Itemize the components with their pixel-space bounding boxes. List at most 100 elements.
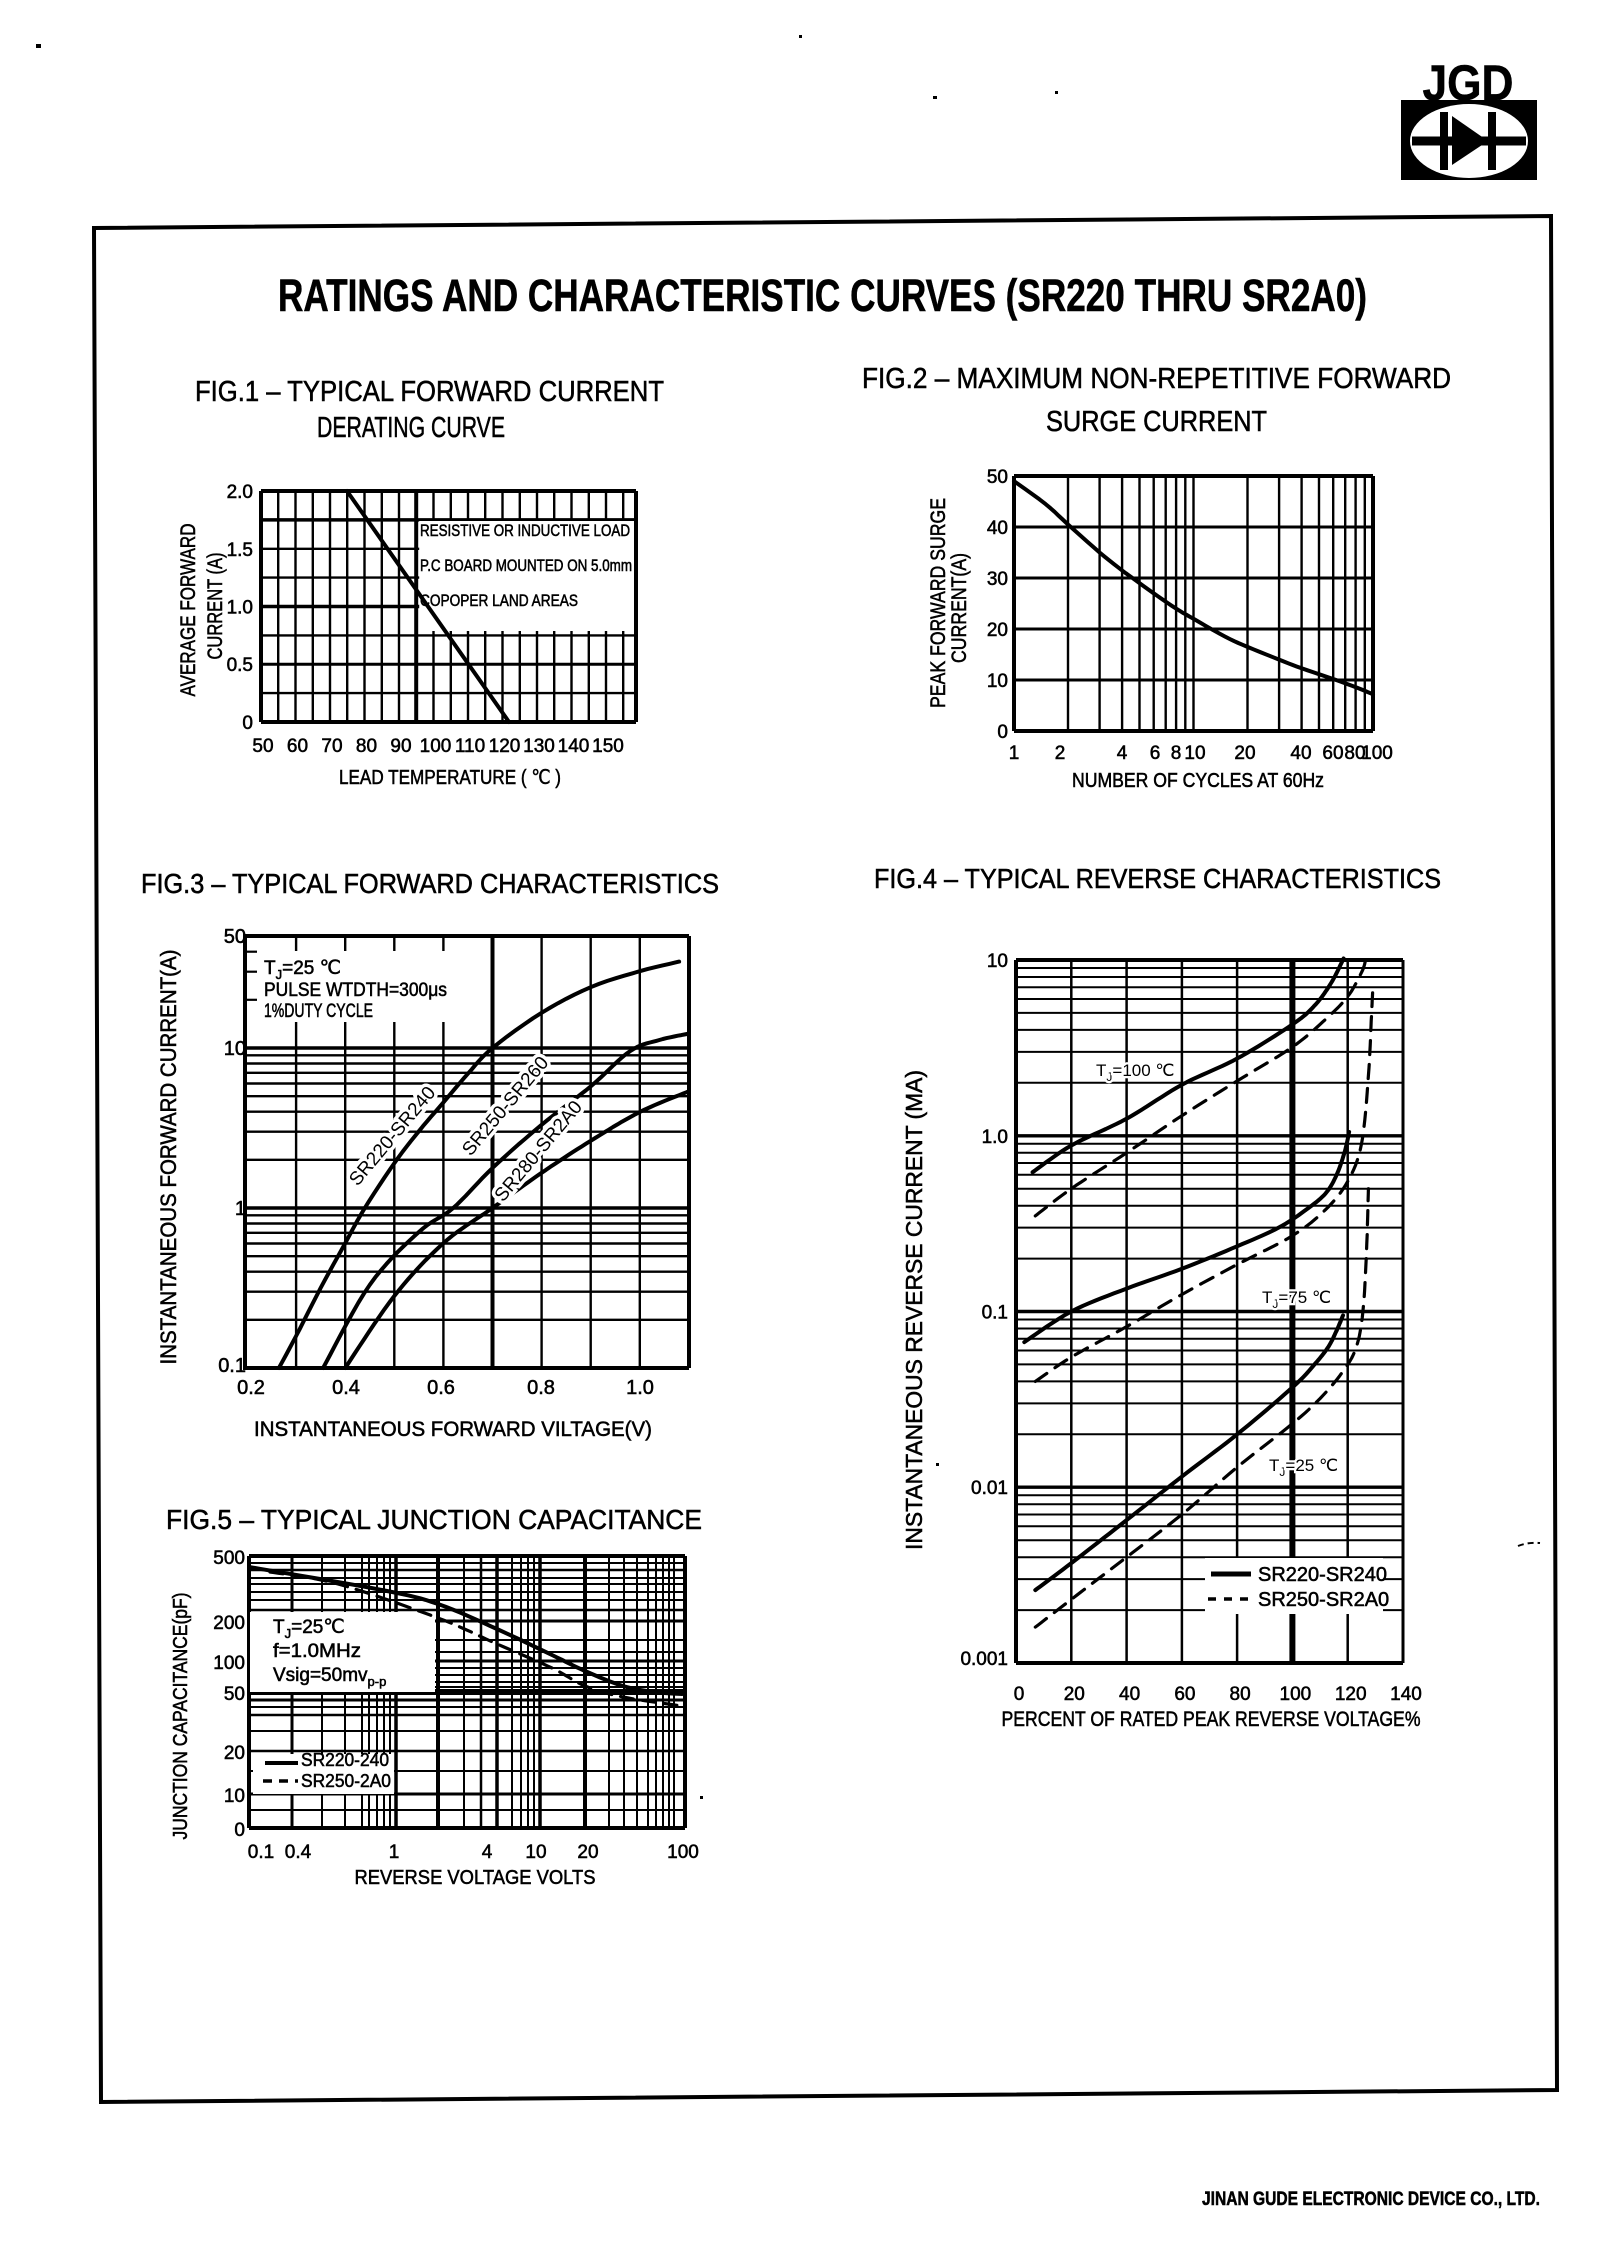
svg-text:1.0: 1.0 [227,598,253,619]
svg-text:20: 20 [1234,743,1255,764]
svg-text:0.5: 0.5 [227,655,253,676]
svg-text:60: 60 [1322,743,1343,764]
svg-text:140: 140 [558,736,590,757]
svg-text:0.1: 0.1 [248,1842,274,1863]
svg-text:FIG.3 – TYPICAL FORWARD CHARAC: FIG.3 – TYPICAL FORWARD CHARACTERISTICS [141,868,719,899]
svg-text:TJ=25℃: TJ=25℃ [273,1617,345,1641]
svg-text:RESISTIVE OR INDUCTIVE LOAD: RESISTIVE OR INDUCTIVE LOAD [420,522,630,540]
svg-text:PERCENT OF RATED PEAK REVERSE: PERCENT OF RATED PEAK REVERSE VOLTAGE% [1002,1708,1421,1731]
svg-text:80: 80 [1344,743,1365,764]
svg-text:100: 100 [420,736,452,757]
svg-text:80: 80 [356,736,377,757]
svg-text:8: 8 [1171,743,1182,764]
svg-text:0: 0 [1014,1684,1025,1705]
svg-text:0: 0 [242,713,253,734]
svg-text:120: 120 [1335,1684,1367,1705]
svg-text:50: 50 [224,1684,245,1705]
svg-text:FIG.4 – TYPICAL REVERSE CHARAC: FIG.4 – TYPICAL REVERSE CHARACTERISTICS [874,863,1441,894]
svg-text:100: 100 [1280,1684,1312,1705]
svg-text:200: 200 [213,1613,245,1634]
svg-text:COPOPER LAND AREAS: COPOPER LAND AREAS [420,592,578,610]
svg-text:RATINGS AND CHARACTERISTIC CUR: RATINGS AND CHARACTERISTIC CURVES (SR220… [278,270,1367,321]
svg-text:AVERAGE FORWARD: AVERAGE FORWARD [177,524,200,697]
svg-text:PEAK FORWARD SURGE: PEAK FORWARD SURGE [927,498,950,708]
svg-text:6: 6 [1150,743,1161,764]
svg-text:10: 10 [525,1842,546,1863]
svg-text:40: 40 [1119,1684,1140,1705]
svg-text:10: 10 [1184,743,1205,764]
svg-text:0: 0 [997,722,1008,743]
svg-text:INSTANTANEOUS REVERSE CURRENT: INSTANTANEOUS REVERSE CURRENT (MA) [901,1070,927,1550]
svg-text:CURRENT(A): CURRENT(A) [948,553,971,663]
svg-text:SR250-SR2A0: SR250-SR2A0 [1258,1589,1389,1611]
svg-text:10: 10 [987,671,1008,692]
svg-text:REVERSE VOLTAGE VOLTS: REVERSE VOLTAGE VOLTS [355,1867,596,1889]
svg-text:DERATING CURVE: DERATING CURVE [317,412,505,444]
svg-text:0.2: 0.2 [237,1377,265,1399]
svg-text:1.0: 1.0 [626,1377,654,1399]
svg-text:100: 100 [213,1653,245,1674]
svg-text:FIG.1 – TYPICAL FORWARD CURREN: FIG.1 – TYPICAL FORWARD CURRENT [195,376,664,408]
svg-text:LEAD TEMPERATURE ( ℃ ): LEAD TEMPERATURE ( ℃ ) [339,767,561,789]
svg-text:SR220-SR240: SR220-SR240 [1258,1564,1387,1586]
svg-text:0.01: 0.01 [971,1478,1008,1499]
svg-text:30: 30 [987,569,1008,590]
svg-text:100: 100 [1361,743,1393,764]
svg-text:50: 50 [987,467,1008,488]
svg-text:90: 90 [390,736,411,757]
svg-text:50: 50 [252,736,273,757]
svg-text:0.4: 0.4 [332,1377,360,1399]
svg-text:FIG.2 – MAXIMUM NON-REPETITIVE: FIG.2 – MAXIMUM NON-REPETITIVE FORWARD [862,363,1451,395]
svg-text:140: 140 [1390,1684,1422,1705]
svg-text:f=1.0MHz: f=1.0MHz [273,1641,361,1662]
svg-text:FIG.5 – TYPICAL JUNCTION CAPAC: FIG.5 – TYPICAL JUNCTION CAPACITANCE [166,1504,702,1535]
svg-text:P.C BOARD MOUNTED ON 5.0mm: P.C BOARD MOUNTED ON 5.0mm [420,557,632,575]
svg-text:0: 0 [234,1820,245,1841]
svg-text:20: 20 [577,1842,598,1863]
svg-text:SR250-2A0: SR250-2A0 [301,1770,391,1791]
svg-text:20: 20 [987,620,1008,641]
svg-text:SURGE CURRENT: SURGE CURRENT [1046,406,1267,438]
svg-text:INSTANTANEOUS FORWARD VILTAG: INSTANTANEOUS FORWARD VILTAGE(V) [254,1418,652,1441]
svg-text:70: 70 [321,736,342,757]
svg-text:SR220-240: SR220-240 [301,1749,389,1770]
svg-text:INSTANTANEOUS FORWARD CURREN: INSTANTANEOUS FORWARD CURRENT(A) [156,950,181,1365]
svg-text:1.0: 1.0 [982,1127,1008,1148]
svg-text:100: 100 [667,1842,699,1863]
svg-text:PULSE WTDTH=300μs: PULSE WTDTH=300μs [264,980,447,1001]
svg-text:0.8: 0.8 [527,1377,555,1399]
svg-text:1%DUTY CYCLE: 1%DUTY CYCLE [264,1001,373,1022]
svg-text:50: 50 [224,926,246,948]
svg-text:80: 80 [1230,1684,1251,1705]
svg-text:10: 10 [224,1786,245,1807]
svg-text:4: 4 [1117,743,1128,764]
svg-text:TJ=25 ℃: TJ=25 ℃ [264,958,341,982]
svg-text:Vsig=50mvp-p: Vsig=50mvp-p [273,1665,386,1689]
svg-text:1: 1 [389,1842,400,1863]
svg-text:120: 120 [489,736,521,757]
svg-text:150: 150 [592,736,624,757]
svg-text:0.001: 0.001 [960,1649,1008,1670]
svg-text:10: 10 [224,1038,246,1060]
svg-text:CURRENT (A): CURRENT (A) [204,553,227,660]
svg-text:500: 500 [213,1548,245,1569]
svg-text:0.1: 0.1 [982,1303,1008,1324]
svg-text:2.0: 2.0 [227,482,253,503]
svg-text:1.5: 1.5 [227,540,253,561]
svg-text:1: 1 [235,1198,246,1220]
svg-text:20: 20 [224,1743,245,1764]
svg-text:1: 1 [1009,743,1020,764]
svg-text:2: 2 [1055,743,1066,764]
svg-text:4: 4 [482,1842,493,1863]
svg-text:110: 110 [455,736,485,757]
svg-text:0.6: 0.6 [427,1377,455,1399]
svg-text:0.1: 0.1 [218,1355,246,1377]
svg-text:JUNCTION CAPACITANCE(pF): JUNCTION CAPACITANCE(pF) [170,1593,192,1840]
svg-text:JINAN GUDE ELECTRONIC DEVICE C: JINAN GUDE ELECTRONIC DEVICE CO., LTD. [1202,2189,1540,2210]
svg-text:20: 20 [1064,1684,1085,1705]
svg-text:130: 130 [523,736,555,757]
svg-text:40: 40 [1290,743,1311,764]
svg-text:10: 10 [987,951,1008,972]
svg-text:NUMBER OF CYCLES AT 60Hz: NUMBER OF CYCLES AT 60Hz [1072,770,1324,792]
svg-text:60: 60 [287,736,308,757]
